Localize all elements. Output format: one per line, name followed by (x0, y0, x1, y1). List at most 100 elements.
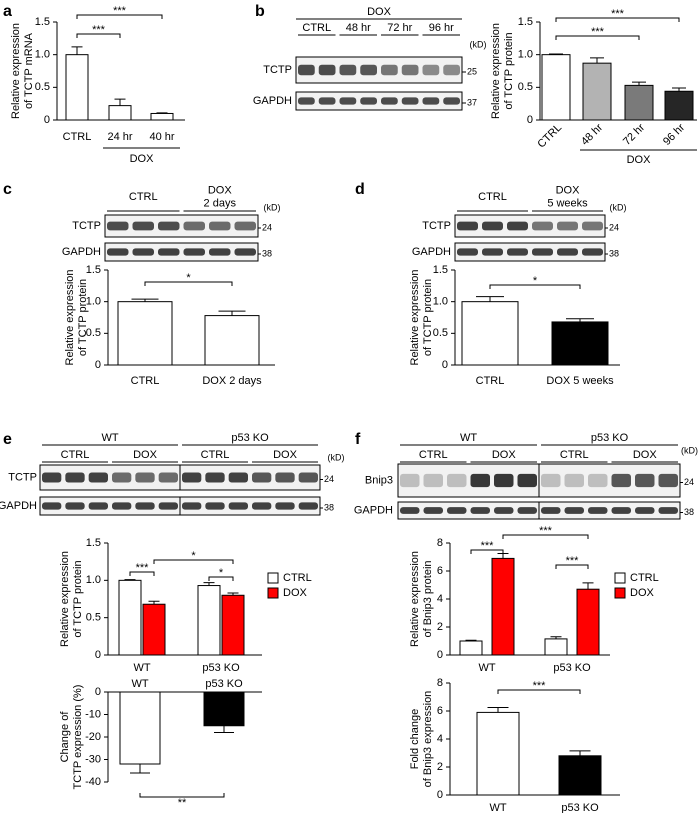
y-tick-label: 0 (437, 789, 443, 801)
row-label: TCTP (422, 220, 451, 232)
band (112, 502, 132, 510)
band (360, 64, 377, 76)
significance-bracket (555, 35, 640, 40)
band (112, 472, 132, 483)
y-tick-label: 8 (437, 677, 443, 689)
band (360, 97, 377, 105)
band (275, 502, 295, 510)
error-bar (549, 53, 563, 55)
blot-image (104, 242, 259, 262)
y-tick-label: 1.5 (433, 264, 448, 276)
band (400, 473, 420, 488)
blot-image (454, 214, 606, 238)
row-label: GAPDH (354, 504, 393, 516)
y-axis-label: Change of (59, 711, 71, 763)
band (517, 507, 537, 514)
band (228, 502, 248, 510)
error-bar (465, 639, 477, 641)
y-axis-label: Fold change (409, 709, 421, 770)
unit-label: (kD) (470, 39, 487, 49)
band (557, 248, 578, 256)
y-tick-label: 4 (437, 593, 443, 605)
y-axis-label: Relative expression (59, 551, 71, 647)
band (658, 473, 678, 488)
band (158, 248, 180, 256)
y-tick-label: -20 (85, 731, 101, 743)
lane-label: 48 hr (346, 22, 371, 34)
y-tick-label: 0 (95, 649, 101, 661)
bar (544, 638, 568, 656)
panel-label: e (3, 431, 12, 448)
error-bar (148, 600, 160, 605)
y-axis-label: TCTP expression (%) (72, 685, 84, 790)
marker-label: 24 (609, 222, 619, 232)
significance-bracket (144, 281, 233, 286)
y-axis-label: of TCTP mRNA (23, 32, 35, 109)
significance-bracket (489, 284, 581, 289)
error-bar (131, 298, 159, 302)
group-label: DOX (627, 154, 652, 166)
band (182, 472, 202, 483)
y-axis-label: of TCTP protein (72, 560, 84, 637)
error-bar (497, 553, 509, 559)
legend-swatch (614, 572, 626, 584)
significance-label: *** (591, 26, 605, 38)
y-axis-label: of TCTP protein (422, 279, 434, 356)
band (275, 472, 295, 483)
band (532, 221, 553, 231)
y-tick-label: 1.0 (518, 49, 533, 61)
y-tick-label: 1.0 (433, 296, 448, 308)
group-label: p53 KO (231, 432, 269, 444)
band (482, 221, 503, 231)
significance-bracket (76, 33, 121, 38)
lane-label: DOX (556, 184, 581, 196)
band (564, 507, 584, 514)
y-axis-label: Relative expression (64, 270, 76, 366)
band (132, 248, 154, 256)
x-tick-label: p53 KO (553, 662, 591, 674)
lane-label: 2 days (204, 197, 237, 209)
y-tick-label: -40 (85, 776, 101, 788)
error-bar (130, 764, 150, 774)
band (588, 507, 608, 514)
significance-label: ** (178, 797, 187, 809)
y-tick-label: 0.5 (86, 612, 101, 624)
panel-label: a (3, 3, 12, 20)
group-label: WT (460, 432, 477, 444)
significance-label: *** (136, 562, 150, 574)
band (205, 502, 225, 510)
marker-label: 24 (324, 474, 334, 484)
band (582, 221, 603, 231)
error-bar (632, 81, 646, 86)
error-bar (114, 98, 126, 106)
row-label: GAPDH (62, 246, 101, 258)
band (541, 507, 561, 514)
significance-bracket (555, 17, 680, 22)
y-tick-label: 1.0 (86, 574, 101, 586)
band (158, 472, 178, 483)
panel-label: c (3, 181, 12, 198)
band (635, 473, 655, 488)
x-tick-label: 72 hr (621, 121, 647, 147)
y-tick-label: 0 (437, 649, 443, 661)
bar (221, 594, 245, 656)
band (532, 248, 553, 256)
band (298, 472, 318, 483)
significance-label: * (219, 567, 224, 579)
band (400, 507, 420, 514)
significance-bracket (502, 534, 589, 539)
significance-label: *** (533, 680, 547, 692)
band (182, 502, 202, 510)
bar (65, 54, 89, 121)
band (447, 473, 467, 488)
error-bar (476, 296, 504, 302)
unit-label: (kD) (328, 452, 345, 462)
error-bar (71, 46, 83, 55)
y-tick-label: -10 (85, 708, 101, 720)
marker-label: 24 (262, 222, 272, 232)
error-bar (203, 582, 215, 586)
x-tick-label: DOX 2 days (202, 375, 262, 387)
significance-label: *** (113, 5, 127, 17)
unit-label: (kD) (681, 445, 698, 455)
y-tick-label: 0.5 (86, 327, 101, 339)
